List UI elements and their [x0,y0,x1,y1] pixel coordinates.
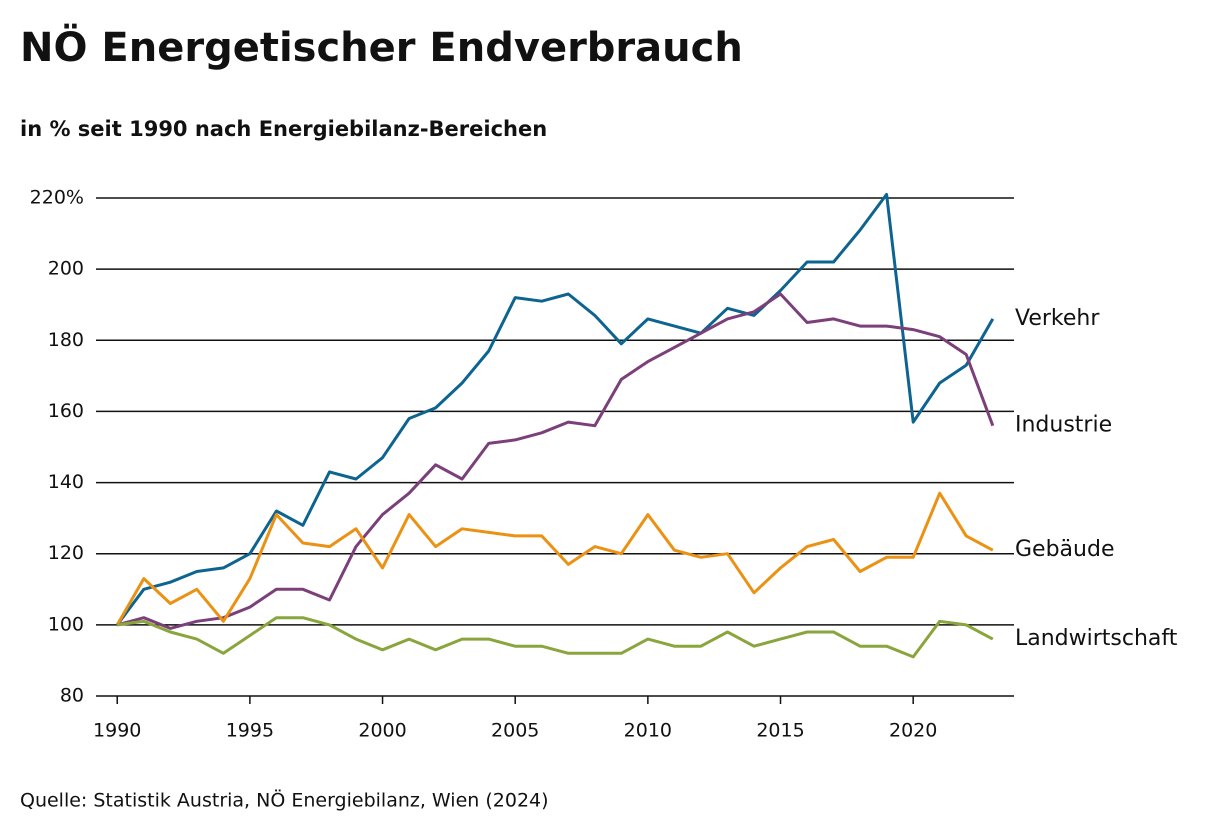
y-tick-label: 140 [48,471,84,493]
series-label: Industrie [1015,413,1112,438]
series-label: Gebäude [1015,537,1114,562]
data-line [116,616,994,659]
chart-subtitle: in % seit 1990 nach Energiebilanz-Bereic… [20,117,547,141]
y-tick-label: 220% [30,187,84,209]
x-tick-label: 2010 [624,720,672,742]
data-line [115,192,995,626]
y-tick-label: 120 [48,542,84,564]
data-line [116,292,995,630]
y-tick-label: 180 [48,329,84,351]
y-tick-label: 80 [60,685,84,707]
y-tick-label: 200 [48,258,84,280]
source-note: Quelle: Statistik Austria, NÖ Energiebil… [20,789,549,812]
series-label: Verkehr [1015,306,1100,331]
data-line [115,491,994,626]
x-tick-label: 2000 [358,720,406,742]
x-tick-label: 2005 [491,720,539,742]
x-tick-label: 1990 [93,720,141,742]
y-tick-label: 100 [48,613,84,635]
x-tick-label: 2020 [889,720,937,742]
y-tick-label: 160 [48,400,84,422]
chart-title: NÖ Energetischer Endverbrauch [20,23,743,71]
x-tick-label: 1995 [226,720,274,742]
x-tick-label: 2015 [756,720,804,742]
series-label: Landwirtschaft [1015,626,1178,651]
